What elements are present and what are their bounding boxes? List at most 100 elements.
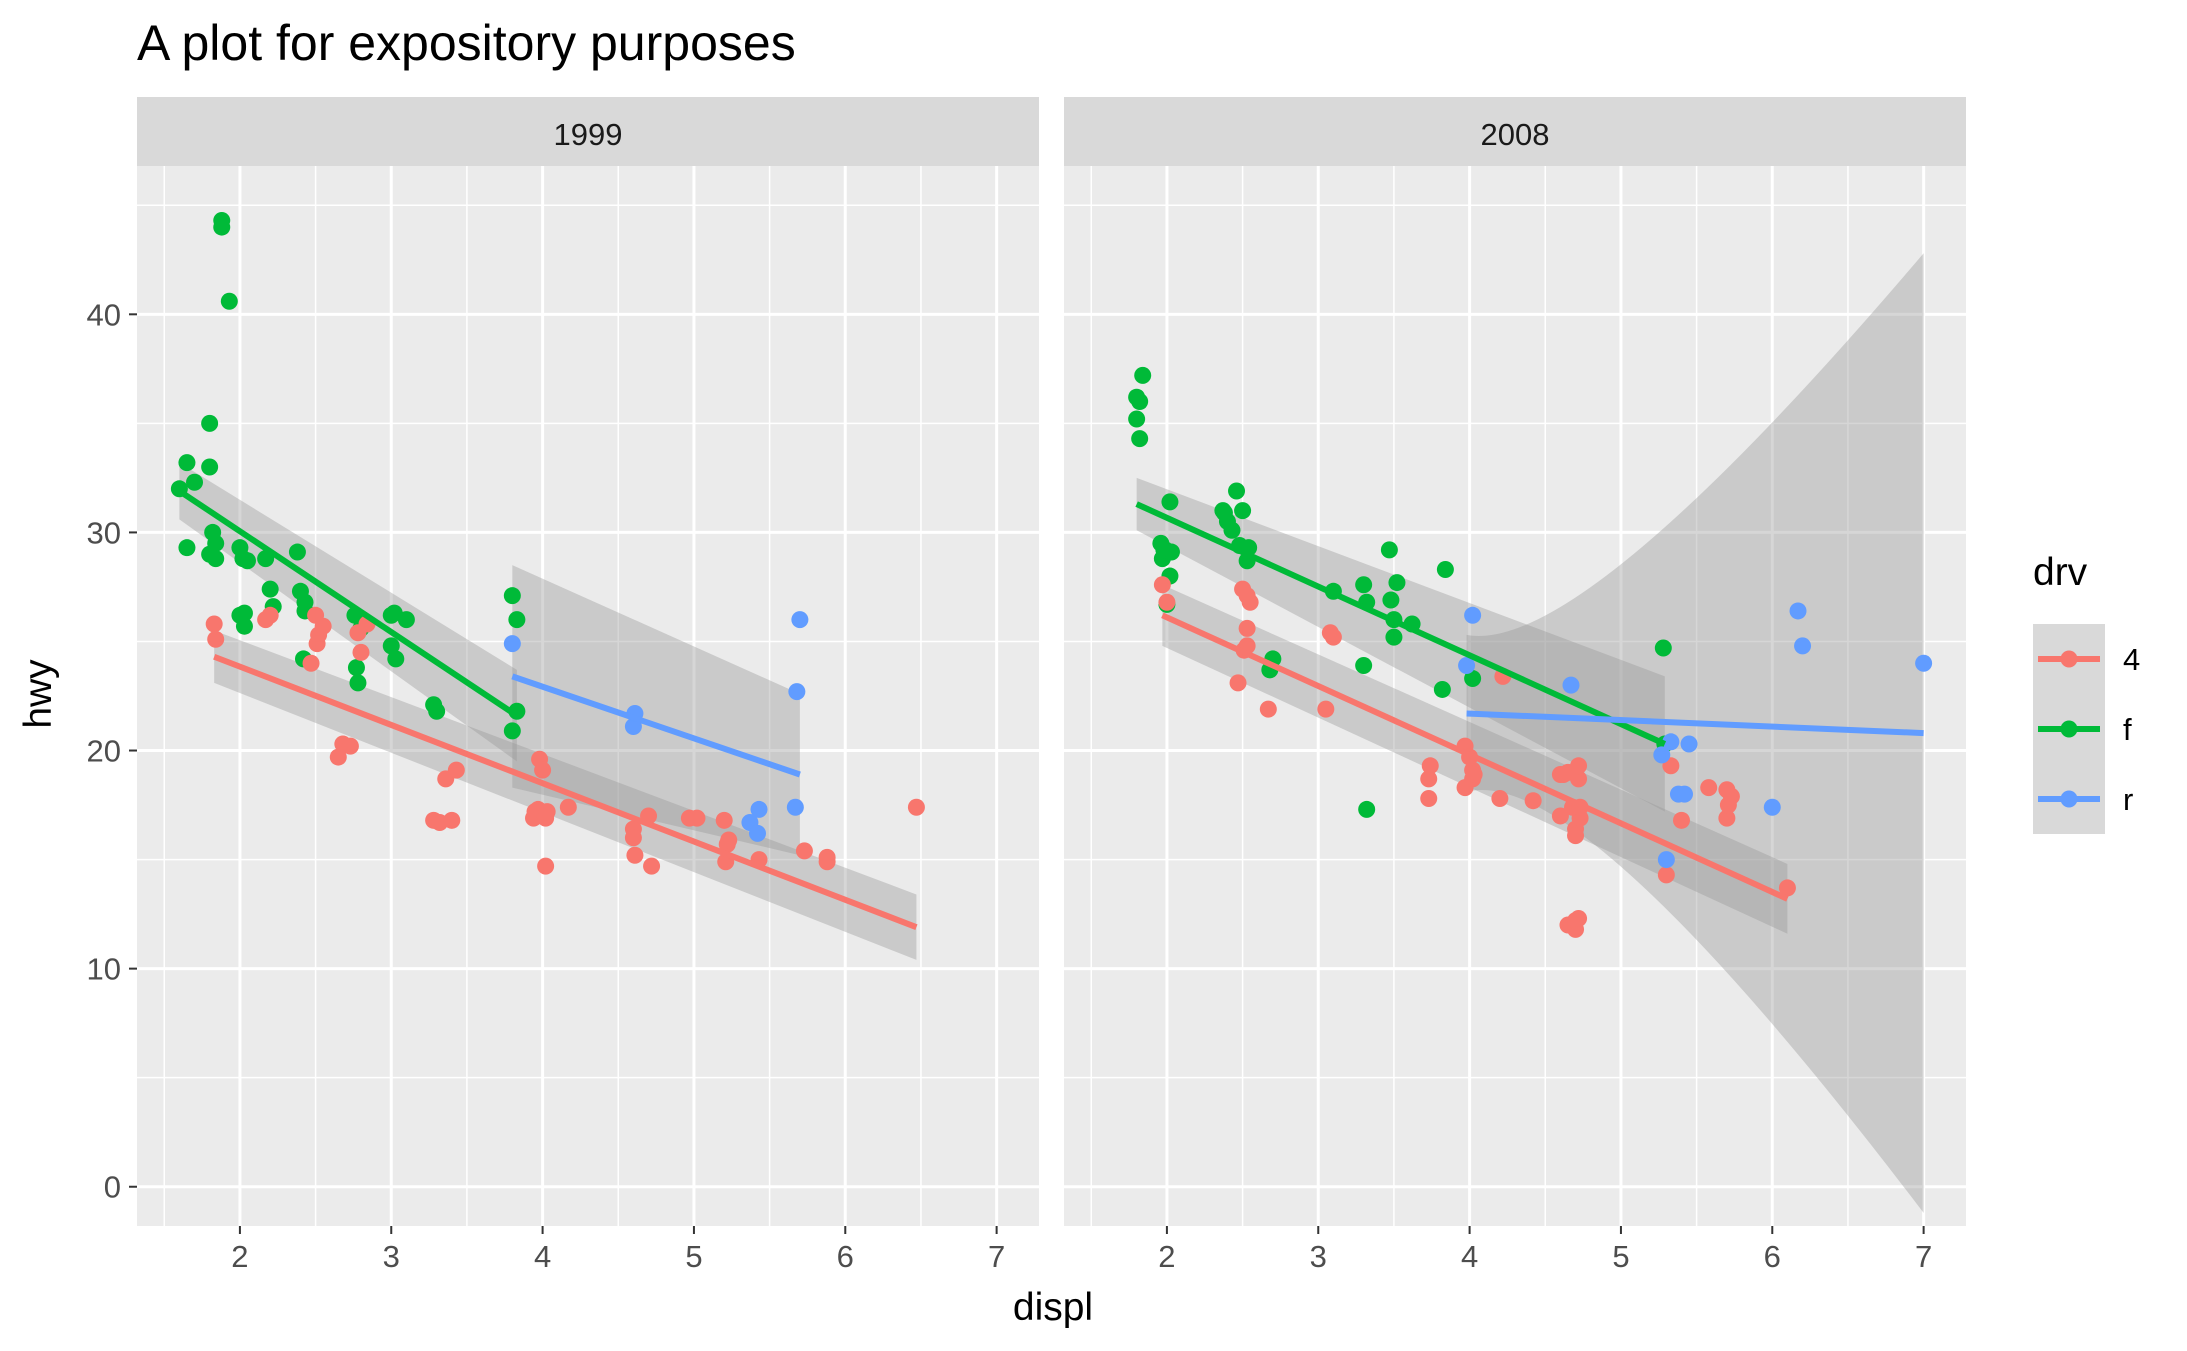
data-point-f [207, 550, 225, 568]
data-point-4 [1570, 770, 1588, 788]
data-point-4 [559, 798, 577, 816]
data-point-4 [538, 803, 556, 821]
facet-strip [1064, 97, 1966, 166]
data-point-f [1355, 656, 1373, 674]
legend-label-r: r [2123, 782, 2133, 817]
x-tick-label: 4 [534, 1239, 551, 1274]
data-point-f [1161, 493, 1179, 511]
x-tick-label: 4 [1461, 1239, 1478, 1274]
data-point-4 [1238, 619, 1256, 637]
fit-line-r [1466, 710, 1924, 737]
data-point-4 [1324, 628, 1342, 646]
plot-title: A plot for expository purposes [137, 15, 796, 71]
data-point-r [1662, 733, 1680, 751]
x-tick-label: 5 [1612, 1239, 1629, 1274]
data-point-f [1436, 560, 1454, 578]
legend-key-point-4 [2060, 650, 2078, 668]
data-point-f [288, 543, 306, 561]
data-point-f [201, 458, 219, 476]
data-point-4 [329, 748, 347, 766]
data-point-f [201, 414, 219, 432]
x-tick-label: 7 [1915, 1239, 1932, 1274]
data-point-f [1382, 591, 1400, 609]
data-point-r [1680, 735, 1698, 753]
data-point-f [1162, 543, 1180, 561]
data-point-f [1388, 574, 1406, 592]
data-point-4 [1718, 809, 1736, 827]
fit-line-f [177, 488, 519, 719]
data-point-4 [1317, 700, 1335, 718]
panel-background [1064, 166, 1966, 1226]
y-tick-label: 20 [87, 734, 121, 769]
data-point-4 [308, 635, 326, 653]
legend: drv 4 fr [2033, 551, 2140, 834]
data-point-f [238, 552, 256, 570]
data-point-r [1562, 676, 1580, 694]
data-point-4 [314, 617, 332, 635]
x-tick-label: 2 [231, 1239, 248, 1274]
data-point-4 [205, 615, 223, 633]
data-point-4 [1229, 674, 1247, 692]
legend-title: drv [2033, 551, 2088, 594]
data-point-f [1385, 628, 1403, 646]
y-tick-label: 0 [104, 1170, 121, 1205]
data-point-f [178, 539, 196, 557]
data-point-4 [1700, 779, 1718, 797]
data-point-4 [537, 857, 555, 875]
data-point-f [1358, 800, 1376, 818]
x-axis-title: displ [1013, 1286, 1093, 1329]
y-tick-label: 40 [87, 297, 121, 332]
data-point-f [186, 473, 204, 491]
data-point-r [1789, 602, 1807, 620]
data-point-4 [1551, 807, 1569, 825]
data-point-f [235, 604, 253, 622]
data-point-4 [715, 811, 733, 829]
fit-line-f [1135, 501, 1667, 747]
y-axis-title: hwy [17, 659, 60, 729]
data-point-f [1654, 639, 1672, 657]
data-point-4 [261, 606, 279, 624]
x-tick-label: 6 [837, 1239, 854, 1274]
data-point-4 [818, 853, 836, 871]
data-point-r [1794, 637, 1812, 655]
y-axis: 0 10 20 30 40 [87, 297, 137, 1205]
data-point-4 [1421, 757, 1439, 775]
data-point-4 [643, 857, 661, 875]
data-point-4 [1778, 879, 1796, 897]
y-tick-label: 10 [87, 952, 121, 987]
data-point-f [349, 674, 367, 692]
data-point-4 [1567, 827, 1585, 845]
data-point-f [397, 611, 415, 629]
data-point-f [1380, 541, 1398, 559]
data-point-f [503, 587, 521, 605]
data-point-4 [443, 811, 461, 829]
data-point-r [1657, 851, 1675, 869]
data-point-f [178, 454, 196, 472]
data-point-4 [1420, 770, 1438, 788]
data-point-r [1676, 785, 1694, 803]
data-point-f [207, 534, 225, 552]
data-point-r [788, 683, 806, 701]
data-point-r [1915, 654, 1933, 672]
data-point-4 [1420, 790, 1438, 808]
data-point-4 [447, 761, 465, 779]
data-point-r [750, 800, 768, 818]
data-point-f [1228, 482, 1246, 500]
data-point-4 [626, 846, 644, 864]
data-point-4 [352, 643, 370, 661]
x-tick-label: 3 [1310, 1239, 1327, 1274]
fit-line-4 [1161, 612, 1789, 902]
facet-panel-2008: 2008 2 3 4 5 6 7 [1064, 97, 1966, 1274]
legend-label-f: f [2123, 712, 2132, 747]
data-point-f [261, 580, 279, 598]
data-point-4 [1524, 792, 1542, 810]
data-point-4 [341, 737, 359, 755]
data-point-4 [1259, 700, 1277, 718]
data-point-r [749, 824, 767, 842]
facet-strip-label: 2008 [1481, 117, 1550, 152]
data-point-4 [1238, 587, 1256, 605]
data-point-r [1763, 798, 1781, 816]
data-point-r [791, 611, 809, 629]
data-point-f [1223, 521, 1241, 539]
